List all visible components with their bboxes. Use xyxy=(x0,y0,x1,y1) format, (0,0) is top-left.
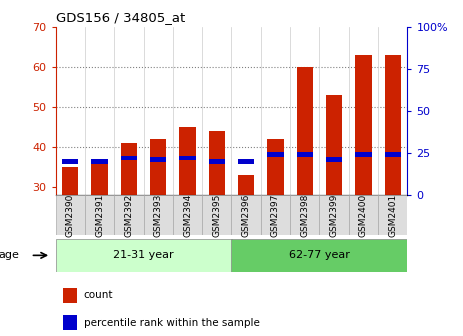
Text: age: age xyxy=(0,250,19,260)
Bar xyxy=(62,167,78,195)
Bar xyxy=(180,127,195,195)
Bar xyxy=(319,195,349,235)
Bar xyxy=(150,157,166,162)
Text: GSM2398: GSM2398 xyxy=(300,193,309,237)
Bar xyxy=(114,195,144,235)
Text: GSM2395: GSM2395 xyxy=(213,193,221,237)
Bar xyxy=(62,159,78,164)
Bar xyxy=(261,195,290,235)
Text: count: count xyxy=(84,291,113,300)
Text: GSM2392: GSM2392 xyxy=(125,194,133,237)
Text: 21-31 year: 21-31 year xyxy=(113,250,174,260)
Bar xyxy=(85,195,114,235)
Bar xyxy=(297,152,313,157)
Bar xyxy=(144,195,173,235)
Text: GSM2400: GSM2400 xyxy=(359,194,368,237)
Bar xyxy=(150,139,166,195)
Bar xyxy=(173,195,202,235)
Bar xyxy=(202,195,232,235)
Bar xyxy=(121,143,137,195)
Bar xyxy=(326,157,342,162)
Bar xyxy=(297,67,313,195)
Text: GSM2397: GSM2397 xyxy=(271,193,280,237)
Text: GSM2401: GSM2401 xyxy=(388,194,397,237)
Bar xyxy=(180,156,195,160)
Bar xyxy=(56,195,85,235)
Bar xyxy=(356,152,371,157)
Text: GSM2394: GSM2394 xyxy=(183,194,192,237)
Bar xyxy=(209,159,225,164)
Bar xyxy=(326,95,342,195)
Text: GDS156 / 34805_at: GDS156 / 34805_at xyxy=(56,11,185,24)
Text: percentile rank within the sample: percentile rank within the sample xyxy=(84,318,260,328)
Bar xyxy=(268,152,283,157)
Bar xyxy=(121,156,137,160)
Bar xyxy=(92,163,107,195)
Bar xyxy=(238,175,254,195)
Bar xyxy=(56,239,232,272)
Bar xyxy=(238,159,254,164)
Text: GSM2393: GSM2393 xyxy=(154,193,163,237)
Bar xyxy=(92,159,107,164)
Bar xyxy=(268,139,283,195)
Text: GSM2391: GSM2391 xyxy=(95,193,104,237)
Bar xyxy=(290,195,319,235)
Bar xyxy=(385,55,401,195)
Text: GSM2390: GSM2390 xyxy=(66,193,75,237)
Bar xyxy=(356,55,371,195)
Text: GSM2399: GSM2399 xyxy=(330,193,338,237)
Bar xyxy=(209,131,225,195)
Bar xyxy=(349,195,378,235)
Bar xyxy=(232,195,261,235)
Bar xyxy=(63,315,77,330)
Bar xyxy=(63,288,77,303)
Text: 62-77 year: 62-77 year xyxy=(289,250,350,260)
Bar xyxy=(385,152,401,157)
Text: GSM2396: GSM2396 xyxy=(242,193,250,237)
Bar xyxy=(232,239,407,272)
Bar xyxy=(378,195,407,235)
